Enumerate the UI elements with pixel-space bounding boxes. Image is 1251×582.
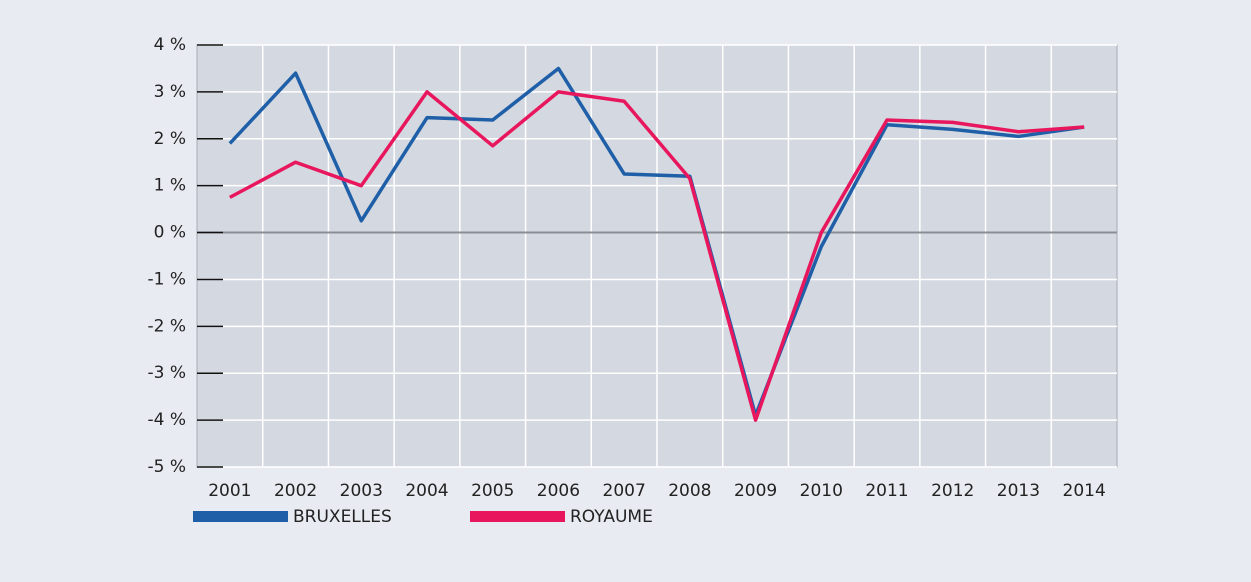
x-tick-label: 2011 [865, 481, 908, 501]
y-tick-label: -1 % [147, 269, 186, 289]
y-tick-label: 4 % [154, 35, 186, 55]
x-tick-label: 2009 [734, 481, 777, 501]
x-tick-label: 2010 [800, 481, 843, 501]
y-tick-label: 0 % [154, 223, 186, 243]
x-tick-label: 2005 [471, 481, 514, 501]
x-tick-label: 2003 [340, 481, 383, 501]
x-tick-label: 2008 [668, 481, 711, 501]
x-tick-label: 2004 [405, 481, 448, 501]
x-tick-label: 2002 [274, 481, 317, 501]
y-tick-label: 1 % [154, 176, 186, 196]
y-tick-label: 2 % [154, 129, 186, 149]
legend-label: ROYAUME [570, 507, 653, 527]
y-tick-label: 3 % [154, 82, 186, 102]
y-tick-label: -5 % [147, 457, 186, 477]
y-tick-label: -2 % [147, 316, 186, 336]
x-tick-label: 2013 [997, 481, 1040, 501]
x-tick-label: 2014 [1063, 481, 1106, 501]
x-tick-label: 2006 [537, 481, 580, 501]
y-tick-label: -3 % [147, 363, 186, 383]
legend-swatch [470, 511, 565, 522]
x-tick-label: 2012 [931, 481, 974, 501]
y-tick-label: -4 % [147, 410, 186, 430]
series-line [229, 90, 1085, 422]
legend-label: BRUXELLES [293, 507, 392, 527]
legend-swatch [193, 511, 288, 522]
series-line [228, 66, 1085, 418]
x-tick-label: 2007 [603, 481, 646, 501]
x-tick-label: 2001 [208, 481, 251, 501]
